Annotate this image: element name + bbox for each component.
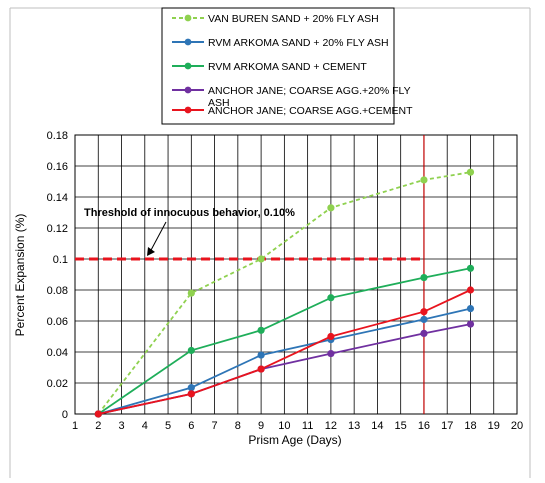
series-5-point [187,390,195,398]
legend-swatch-marker [184,106,192,114]
y-tick-label: 0.08 [47,285,68,297]
series-3-point [327,294,335,302]
plot-area [74,134,518,415]
series-5-point [257,365,265,373]
x-axis-label: Prism Age (Days) [248,433,341,447]
series-4-point [327,349,335,358]
series-line-1 [97,171,471,415]
legend-label-continued: ASH [208,97,230,109]
legend-swatch-marker [184,14,192,22]
threshold-annotation: Threshold of innocuous behavior, 0.10% [84,207,295,219]
series-4-point [466,320,475,328]
x-tick-label: 9 [258,420,264,432]
threshold-arrow [149,221,167,253]
series-2-point [466,305,475,313]
y-tick-label: 0.16 [47,161,68,173]
ticks: 1 2 3 4 5 6 7 8 9 10 11 12 13 14 15 16 17 18 19 2000.020.04… [47,130,524,432]
x-tick-label: 20 [511,420,523,432]
x-tick-label: 15 [395,420,407,432]
legend-swatch-marker [184,86,192,94]
x-tick-label: 4 [142,420,148,432]
legend-label: ANCHOR JANE; COARSE AGG.+20% FLY [208,85,411,97]
x-tick-label: 2 [95,420,101,432]
series-5-point [466,286,475,294]
y-tick-label: 0.14 [47,192,68,204]
y-tick-label: 0.1 [53,254,68,266]
legend: VAN BUREN SAND + 20% FLY ASH RVM ARKOMA S… [161,7,413,125]
series-1-point [187,289,195,297]
series-5-point [420,308,428,316]
series-5-point [327,332,335,341]
x-tick-label: 12 [325,420,337,432]
x-tick-label: 16 [418,420,430,432]
x-tick-label: 8 [235,420,241,432]
x-tick-label: 7 [212,420,218,432]
x-tick-label: 18 [464,420,476,432]
grid [74,134,518,415]
y-tick-label: 0 [62,409,68,421]
series-2-point [187,384,195,392]
legend-label: VAN BUREN SAND + 20% FLY ASH [208,13,379,25]
series-3-point [257,326,265,334]
series-1-point [257,255,265,263]
x-tick-label: 1 [72,420,78,432]
series-line-3 [97,267,471,415]
y-tick-label: 0.18 [47,130,68,142]
series-1-point [466,168,475,176]
series-2-point [257,351,265,359]
x-tick-label: 5 [165,420,171,432]
series-2-point [420,315,428,324]
series-3-point [187,346,195,355]
y-axis-label: Percent Expansion (%) [13,214,27,337]
legend-swatch-marker [184,62,192,70]
series-5-point [94,410,102,418]
legend-label: ANCHOR JANE; COARSE AGG.+CEMENT [208,105,413,117]
series-3-point [420,274,428,282]
reference-lines: Threshold of innocuous behavior, 0.10% [75,135,425,414]
legend-label: RVM ARKOMA SAND + CEMENT [208,61,367,73]
x-tick-label: 3 [118,420,124,432]
legend-swatch-marker [184,38,192,46]
series-4-point [420,329,428,337]
y-tick-label: 0.12 [47,223,68,235]
y-tick-label: 0.06 [47,316,68,328]
series-line-5 [98,289,471,415]
x-tick-label: 14 [371,420,383,432]
x-tick-label: 11 [302,420,313,432]
x-tick-label: 6 [188,420,194,432]
series-1-point [327,204,335,212]
x-tick-label: 17 [441,420,453,432]
x-tick-label: 19 [488,420,500,432]
x-tick-label: 13 [348,420,360,432]
legend-label: RVM ARKOMA SAND + 20% FLY ASH [208,37,389,49]
threshold-arrowhead [147,247,155,256]
series-1-point [420,176,428,184]
y-tick-label: 0.04 [47,347,68,359]
series-line-2 [98,307,471,415]
x-tick-label: 10 [278,420,290,432]
series-3-point [466,264,475,272]
y-tick-label: 0.02 [47,378,68,390]
series-layer [94,168,475,418]
